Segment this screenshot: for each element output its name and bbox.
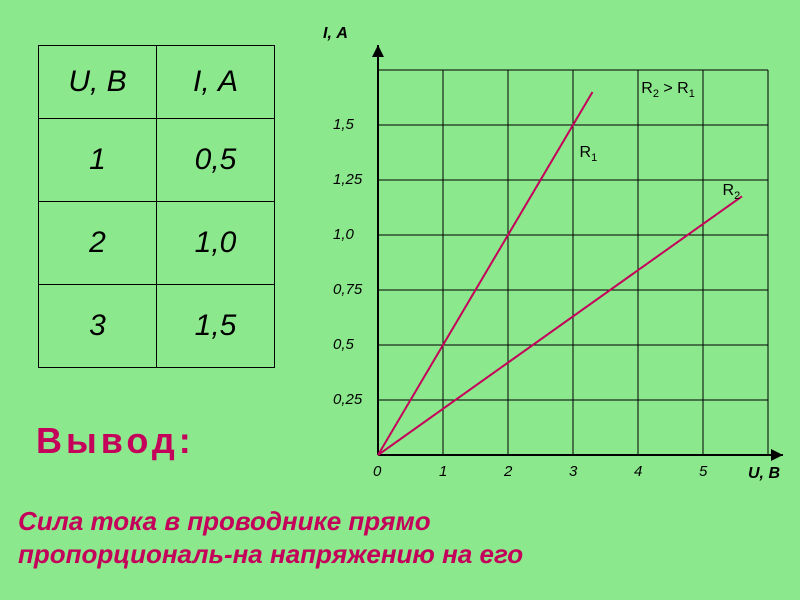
y-tick: 1,0 — [333, 226, 354, 243]
table-row: 1 0,5 — [39, 119, 275, 202]
col-header-current: I, А — [157, 46, 275, 119]
x-tick: 3 — [569, 463, 577, 480]
cell-i: 1,5 — [157, 285, 275, 368]
origin-label: 0 — [373, 463, 381, 480]
series-label-r2: R2 — [723, 182, 741, 202]
cell-u: 1 — [39, 119, 157, 202]
x-tick: 4 — [634, 463, 642, 480]
series-label-r1: R1 — [580, 144, 598, 164]
y-tick: 1,5 — [333, 116, 354, 133]
cell-i: 0,5 — [157, 119, 275, 202]
x-axis-title: U, В — [748, 465, 780, 483]
chart-svg — [278, 5, 798, 505]
conclusion-text: Сила тока в проводнике прямо пропорциона… — [18, 505, 778, 570]
table-row: 3 1,5 — [39, 285, 275, 368]
conclusion-line2: пропорциональ-на напряжению на его — [18, 539, 523, 569]
conclusion-heading: Вывод: — [36, 420, 195, 462]
cell-i: 1,0 — [157, 202, 275, 285]
table-row: 2 1,0 — [39, 202, 275, 285]
conclusion-line1: Сила тока в проводнике прямо — [18, 506, 431, 536]
y-tick: 1,25 — [333, 171, 362, 188]
y-tick: 0,25 — [333, 391, 362, 408]
y-axis-title: I, А — [323, 25, 348, 43]
iv-chart: I, А U, В 0,25 0,5 0,75 1,0 1,25 1,5 0 1 2 3 4 5 R1 R… — [278, 5, 798, 505]
comparison-label: R2 > R1 — [641, 80, 695, 100]
cell-u: 2 — [39, 202, 157, 285]
x-tick: 1 — [439, 463, 447, 480]
cell-u: 3 — [39, 285, 157, 368]
x-tick: 5 — [699, 463, 707, 480]
x-tick: 2 — [504, 463, 512, 480]
col-header-voltage: U, В — [39, 46, 157, 119]
data-table: U, В I, А 1 0,5 2 1,0 3 1,5 — [38, 45, 275, 368]
y-tick: 0,5 — [333, 336, 354, 353]
y-tick: 0,75 — [333, 281, 362, 298]
